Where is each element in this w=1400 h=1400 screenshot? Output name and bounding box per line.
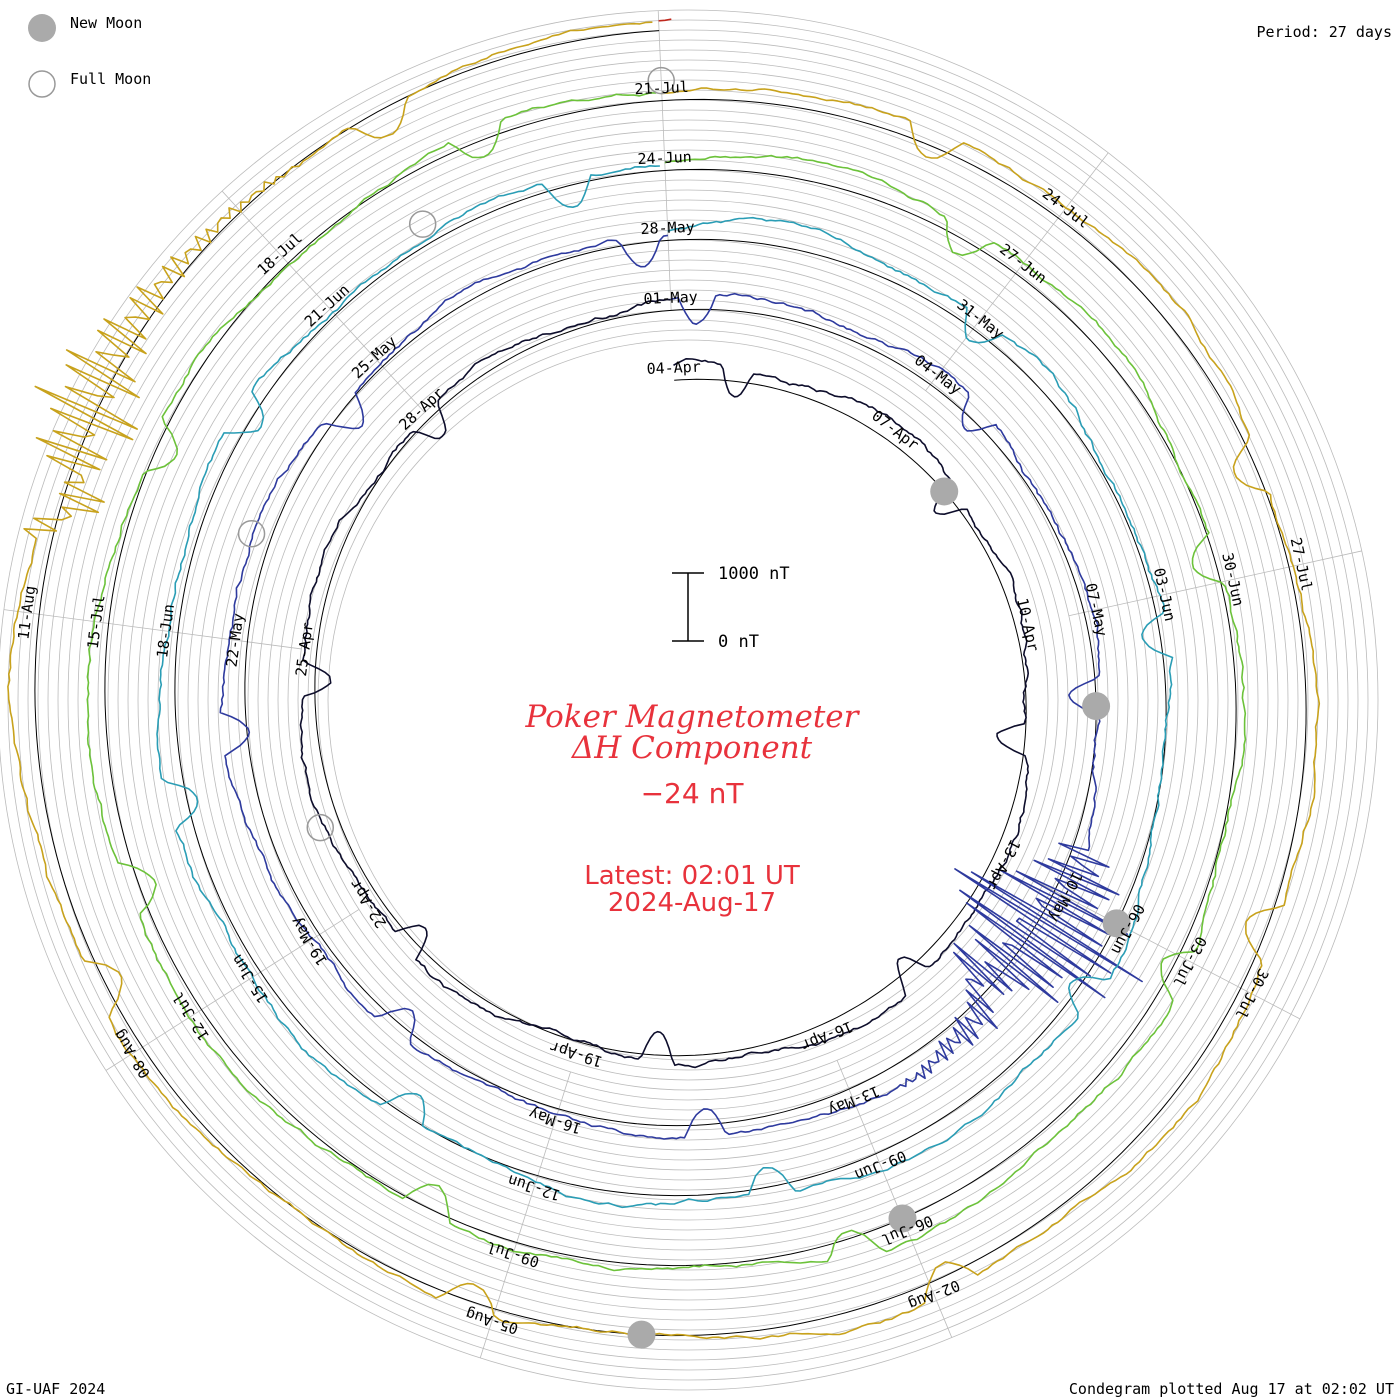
grid-spoke [1068, 550, 1362, 617]
plotted-label: Condegram plotted Aug 17 at 02:02 UT [1069, 1380, 1394, 1398]
grid-ring [37, 49, 1339, 1351]
series-line-cycle-1 [299, 298, 1029, 1069]
grid-spoke [3, 609, 302, 650]
grid-ring [67, 79, 1309, 1321]
new-moon-marker [930, 477, 959, 506]
grid-ring [247, 259, 1129, 1141]
data-traces [7, 18, 1321, 1340]
grid-ring [47, 59, 1329, 1341]
grid-ring [0, 9, 1379, 1391]
grid-ring [307, 319, 1069, 1081]
grid-ring [327, 339, 1049, 1061]
moon-markers [237, 66, 1131, 1349]
date-label: 21-Jul [634, 78, 689, 98]
grid-ring [137, 149, 1239, 1251]
full-moon-legend-label: Full Moon [70, 70, 151, 88]
grid-spoke [105, 909, 360, 1071]
date-label: 18-Jun [153, 603, 178, 659]
date-label: 09-Jun [852, 1147, 909, 1184]
grid-ring [177, 189, 1199, 1211]
date-label: 04-May [911, 351, 965, 398]
grid-ring [17, 29, 1359, 1371]
period-label: Period: 27 days [1257, 23, 1392, 41]
grid-ring [77, 89, 1299, 1311]
full-moon-marker [306, 813, 335, 842]
credit-label: GI-UAF 2024 [6, 1380, 105, 1398]
date-label: 02-Aug [906, 1276, 963, 1313]
date-label: 25-Apr [292, 621, 317, 677]
scale-bar-top-label: 1000 nT [718, 564, 790, 584]
date-label: 03-Jun [1150, 566, 1179, 623]
grid-ring [207, 219, 1169, 1181]
grid-spokes [3, 10, 1362, 1359]
grid-ring [107, 119, 1269, 1281]
grid-ring [7, 19, 1369, 1381]
date-label: 13-May [825, 1082, 882, 1119]
chart-title: Poker Magnetometer [525, 699, 861, 735]
date-label: 11-Aug [14, 585, 39, 641]
full-moon-marker [647, 66, 675, 95]
date-label: 10-Apr [1013, 596, 1042, 653]
date-label: 30-Jun [1218, 551, 1247, 608]
series-line-cycle-6 [658, 18, 672, 22]
grid-ring [317, 329, 1059, 1071]
latest-time: Latest: 02:01 UT [584, 861, 800, 891]
date-label: 27-Jun [996, 240, 1050, 287]
grid-spoke [925, 152, 1109, 391]
grid-spoke [657, 10, 672, 311]
date-label: 22-May [223, 612, 248, 668]
date-label: 31-May [954, 295, 1008, 342]
date-label: 24-Jun [637, 148, 692, 168]
grid-rings [0, 9, 1379, 1391]
baseline-spiral [34, 30, 1307, 1337]
date-label: 27-Jul [1287, 536, 1316, 593]
latest-date: 2024-Aug-17 [608, 888, 776, 918]
new-moon-marker [888, 1204, 917, 1233]
scale-bar-bottom-label: 0 nT [718, 632, 759, 652]
grid-spoke [1033, 879, 1301, 1020]
series-line-cycle-4 [86, 92, 1247, 1272]
full-moon-marker [237, 519, 266, 548]
series-line-cycle-5 [7, 21, 1321, 1340]
baseline-spiral-path [34, 30, 1307, 1337]
date-label: 07-May [1082, 581, 1111, 638]
date-label: 24-Jul [1039, 184, 1093, 231]
new-moon-marker [1082, 692, 1111, 721]
grid-ring [237, 249, 1139, 1151]
grid-ring [27, 39, 1349, 1361]
grid-ring [97, 109, 1279, 1291]
date-label: 28-May [640, 218, 695, 238]
scale-bar [672, 572, 704, 642]
grid-ring [167, 179, 1209, 1221]
date-label: 16-Apr [799, 1017, 856, 1054]
date-label: 07-Apr [868, 406, 922, 453]
current-value: −24 nT [641, 777, 745, 810]
new-moon-legend-icon [28, 14, 56, 42]
full-moon-legend-icon [28, 70, 56, 98]
grid-ring [217, 229, 1159, 1171]
date-label: 15-Jul [84, 594, 109, 650]
full-moon-marker [408, 210, 437, 238]
series-line-cycle-3 [156, 165, 1174, 1209]
date-label: 01-May [643, 288, 698, 308]
new-moon-legend-label: New Moon [70, 14, 142, 32]
chart-subtitle: ΔH Component [571, 730, 813, 766]
new-moon-marker [627, 1320, 656, 1349]
grid-spoke [836, 1060, 953, 1338]
grid-spoke [221, 190, 425, 413]
grid-ring [117, 129, 1259, 1271]
series-line-cycle-2 [219, 234, 1143, 1140]
new-moon-marker [1102, 909, 1131, 938]
grid-ring [197, 209, 1179, 1191]
date-label: 04-Apr [646, 358, 701, 378]
grid-spoke [479, 1071, 571, 1359]
grid-ring [127, 139, 1249, 1261]
